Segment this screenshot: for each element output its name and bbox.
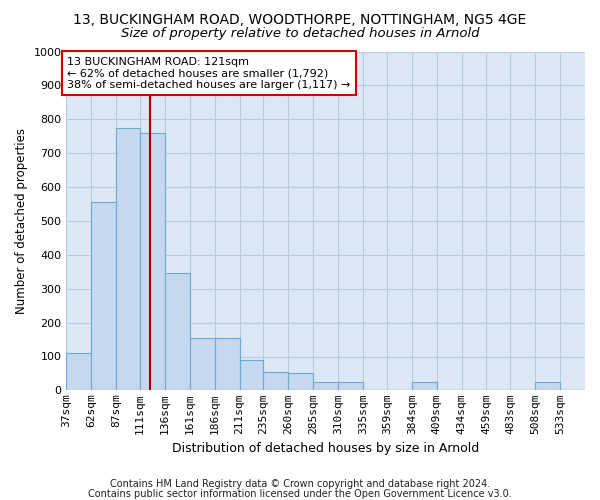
- Bar: [165, 274, 190, 390]
- Text: Contains public sector information licensed under the Open Government Licence v3: Contains public sector information licen…: [88, 489, 512, 499]
- Bar: [535, 382, 560, 390]
- Bar: [140, 133, 165, 390]
- Text: 13 BUCKINGHAM ROAD: 121sqm
← 62% of detached houses are smaller (1,792)
38% of s: 13 BUCKINGHAM ROAD: 121sqm ← 62% of deta…: [67, 56, 351, 90]
- Bar: [239, 360, 263, 390]
- Bar: [263, 372, 289, 390]
- X-axis label: Distribution of detached houses by size in Arnold: Distribution of detached houses by size …: [172, 442, 479, 455]
- Text: Size of property relative to detached houses in Arnold: Size of property relative to detached ho…: [121, 28, 479, 40]
- Bar: [116, 128, 140, 390]
- Bar: [289, 374, 313, 390]
- Bar: [91, 202, 116, 390]
- Bar: [215, 338, 239, 390]
- Text: Contains HM Land Registry data © Crown copyright and database right 2024.: Contains HM Land Registry data © Crown c…: [110, 479, 490, 489]
- Text: 13, BUCKINGHAM ROAD, WOODTHORPE, NOTTINGHAM, NG5 4GE: 13, BUCKINGHAM ROAD, WOODTHORPE, NOTTING…: [73, 12, 527, 26]
- Bar: [190, 338, 215, 390]
- Bar: [338, 382, 363, 390]
- Y-axis label: Number of detached properties: Number of detached properties: [15, 128, 28, 314]
- Bar: [412, 382, 437, 390]
- Bar: [313, 382, 338, 390]
- Bar: [67, 353, 91, 391]
